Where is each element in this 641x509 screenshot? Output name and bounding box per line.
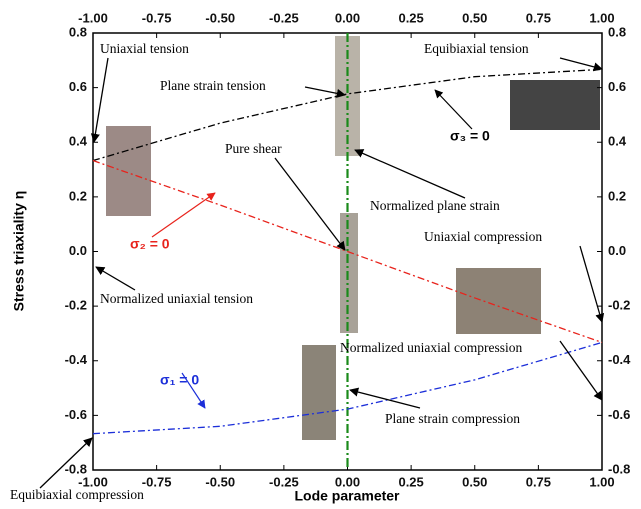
annotation: Plane strain tension [160, 78, 266, 93]
series-line [92, 341, 603, 435]
annotation: Uniaxial tension [100, 41, 189, 56]
annotation: Normalized uniaxial compression [340, 340, 522, 355]
x-top-tick-label: -0.25 [269, 10, 299, 25]
y-axis-title: Stress triaxiality η [11, 191, 27, 312]
y-tick-label: -0.6 [65, 407, 87, 422]
annotation-arrow [274, 157, 346, 251]
annotation: Equibiaxial compression [10, 487, 144, 502]
y-tick-label: -0.4 [65, 352, 88, 367]
annotation-arrow [181, 372, 206, 409]
x-tick-label: -0.75 [142, 474, 172, 489]
annotation: Normalized plane strain [370, 198, 500, 213]
x-top-tick-label: 0.50 [462, 10, 487, 25]
x-tick-label: -1.00 [78, 474, 108, 489]
annotation-arrow [95, 266, 136, 291]
annotation-arrow [151, 192, 216, 238]
x-tick-label: 0.00 [335, 474, 360, 489]
annotation: Pure shear [225, 141, 282, 156]
x-top-tick-label: -0.75 [142, 10, 172, 25]
annotation-arrow [304, 86, 346, 98]
series-line [92, 159, 603, 344]
y-right-tick-label: 0.4 [608, 134, 627, 149]
x-tick-label: 0.50 [462, 474, 487, 489]
series-label: σ₃ = 0 [450, 128, 490, 144]
y-tick-label: 0.8 [69, 24, 87, 39]
x-top-tick-label: 0.25 [398, 10, 423, 25]
x-top-tick-label: 1.00 [589, 10, 614, 25]
photo [106, 126, 151, 216]
y-right-tick-label: 0.6 [608, 79, 626, 94]
y-tick-label: -0.2 [65, 298, 87, 313]
annotation: Plane strain compression [385, 411, 520, 426]
y-right-tick-label: -0.2 [608, 298, 630, 313]
y-tick-label: 0.4 [69, 134, 88, 149]
x-tick-label: 1.00 [589, 474, 614, 489]
x-axis-title: Lode parameter [294, 488, 400, 504]
annotation-arrow [434, 89, 473, 130]
y-right-tick-label: 0.0 [608, 243, 626, 258]
y-tick-label: 0.6 [69, 79, 87, 94]
y-tick-label: -0.8 [65, 461, 87, 476]
y-right-tick-label: -0.6 [608, 407, 630, 422]
annotation-arrow [354, 149, 466, 199]
x-tick-label: -0.50 [205, 474, 235, 489]
photo [456, 268, 541, 334]
y-right-tick-label: 0.8 [608, 24, 626, 39]
x-top-tick-label: -1.00 [78, 10, 108, 25]
y-right-tick-label: 0.2 [608, 188, 626, 203]
photo [510, 80, 600, 130]
annotation-arrow [559, 57, 603, 72]
x-top-tick-label: -0.50 [205, 10, 235, 25]
y-tick-label: 0.2 [69, 188, 87, 203]
y-right-tick-label: -0.4 [608, 352, 631, 367]
photo [302, 345, 336, 440]
series-label: σ₂ = 0 [130, 236, 170, 252]
annotation: Equibiaxial tension [424, 41, 529, 56]
x-tick-label: 0.75 [526, 474, 551, 489]
y-right-tick-label: -0.8 [608, 461, 630, 476]
annotation: Uniaxial compression [424, 229, 542, 244]
annotation-arrow [559, 340, 603, 401]
photo [340, 213, 358, 333]
series-label: σ₁ = 0 [160, 372, 199, 388]
x-tick-label: -0.25 [269, 474, 299, 489]
y-tick-label: 0.0 [69, 243, 87, 258]
annotation-arrow [579, 245, 605, 323]
x-top-tick-label: 0.75 [526, 10, 551, 25]
x-top-tick-label: 0.00 [335, 10, 360, 25]
annotation-arrow [90, 57, 109, 143]
x-tick-label: 0.25 [398, 474, 423, 489]
annotation-arrow [349, 387, 421, 409]
annotation: Normalized uniaxial tension [100, 291, 253, 306]
annotation-arrow [39, 437, 93, 489]
